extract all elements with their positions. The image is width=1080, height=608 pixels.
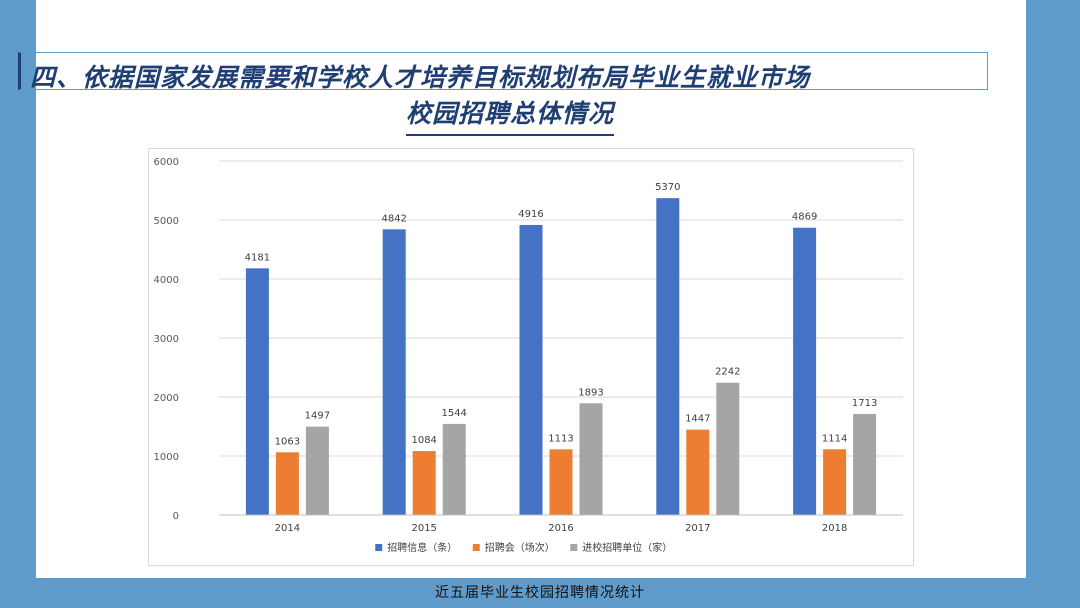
data-label: 1113 xyxy=(548,433,573,444)
labels-layer: 4181 1063 1497 4842 1084 1544 4916 1113 1893 5370… xyxy=(245,182,878,447)
x-tick-label: 2015 xyxy=(411,523,436,534)
data-label: 4916 xyxy=(518,209,543,220)
data-label: 1084 xyxy=(411,435,436,446)
legend-swatch xyxy=(375,544,383,551)
legend-swatch xyxy=(570,544,578,551)
y-tick-label: 5000 xyxy=(154,216,179,227)
data-label: 4869 xyxy=(792,212,817,223)
x-tick-label: 2017 xyxy=(685,523,710,534)
bars-layer xyxy=(245,198,877,516)
y-tick-label: 2000 xyxy=(154,393,179,404)
x-tick-label: 2014 xyxy=(275,523,300,534)
x-tick-label: 2018 xyxy=(822,523,847,534)
legend-label: 招聘会（场次） xyxy=(485,541,555,554)
x-tick-label: 2016 xyxy=(548,523,573,534)
bar xyxy=(793,227,817,515)
bar xyxy=(245,268,269,515)
chart-frame: 4181 1063 1497 4842 1084 1544 4916 1113 1893 5370… xyxy=(148,148,914,566)
data-label: 1544 xyxy=(441,408,466,419)
data-label: 1497 xyxy=(305,411,330,422)
legend-swatch xyxy=(472,544,480,551)
data-label: 5370 xyxy=(655,182,680,193)
chart-caption: 近五届毕业生校园招聘情况统计 xyxy=(435,585,645,601)
bar xyxy=(823,449,847,515)
data-label: 1063 xyxy=(275,436,300,447)
bar xyxy=(716,382,740,515)
data-label: 4842 xyxy=(381,213,406,224)
y-tick-label: 6000 xyxy=(154,157,179,168)
bar xyxy=(305,426,329,515)
legend-label: 招聘信息（条） xyxy=(387,541,457,554)
data-label: 2242 xyxy=(715,367,740,378)
data-label: 1893 xyxy=(578,387,603,398)
bar xyxy=(382,229,406,515)
y-tick-label: 1000 xyxy=(154,452,179,463)
page-subtitle: 校园招聘总体情况 xyxy=(406,94,615,136)
bar xyxy=(686,429,710,515)
data-label: 4181 xyxy=(245,252,270,263)
bar xyxy=(549,449,573,515)
legend-label: 进校招聘单位（家） xyxy=(582,541,672,554)
bar xyxy=(853,413,877,515)
bar xyxy=(656,198,680,516)
data-label: 1447 xyxy=(685,414,710,425)
bar xyxy=(579,403,603,515)
y-tick-label: 0 xyxy=(173,511,179,522)
page-title: 四、依据国家发展需要和学校人才培养目标规划布局毕业生就业市场 xyxy=(30,63,811,92)
bar xyxy=(442,423,466,515)
bar xyxy=(275,452,299,515)
legend-layer: 招聘信息（条） 招聘会（场次） 进校招聘单位（家） xyxy=(375,541,672,554)
y-tick-label: 4000 xyxy=(154,275,179,286)
data-label: 1114 xyxy=(822,433,847,444)
bar xyxy=(412,451,436,515)
axis-layer: 0 1000 2000 3000 4000 5000 6000 2014 2015 2016 201… xyxy=(154,157,903,534)
title-frame xyxy=(18,52,988,90)
data-label: 1713 xyxy=(852,398,877,409)
bar xyxy=(519,224,543,515)
bar-chart: 4181 1063 1497 4842 1084 1544 4916 1113 1893 5370… xyxy=(154,157,903,554)
y-tick-label: 3000 xyxy=(154,334,179,345)
